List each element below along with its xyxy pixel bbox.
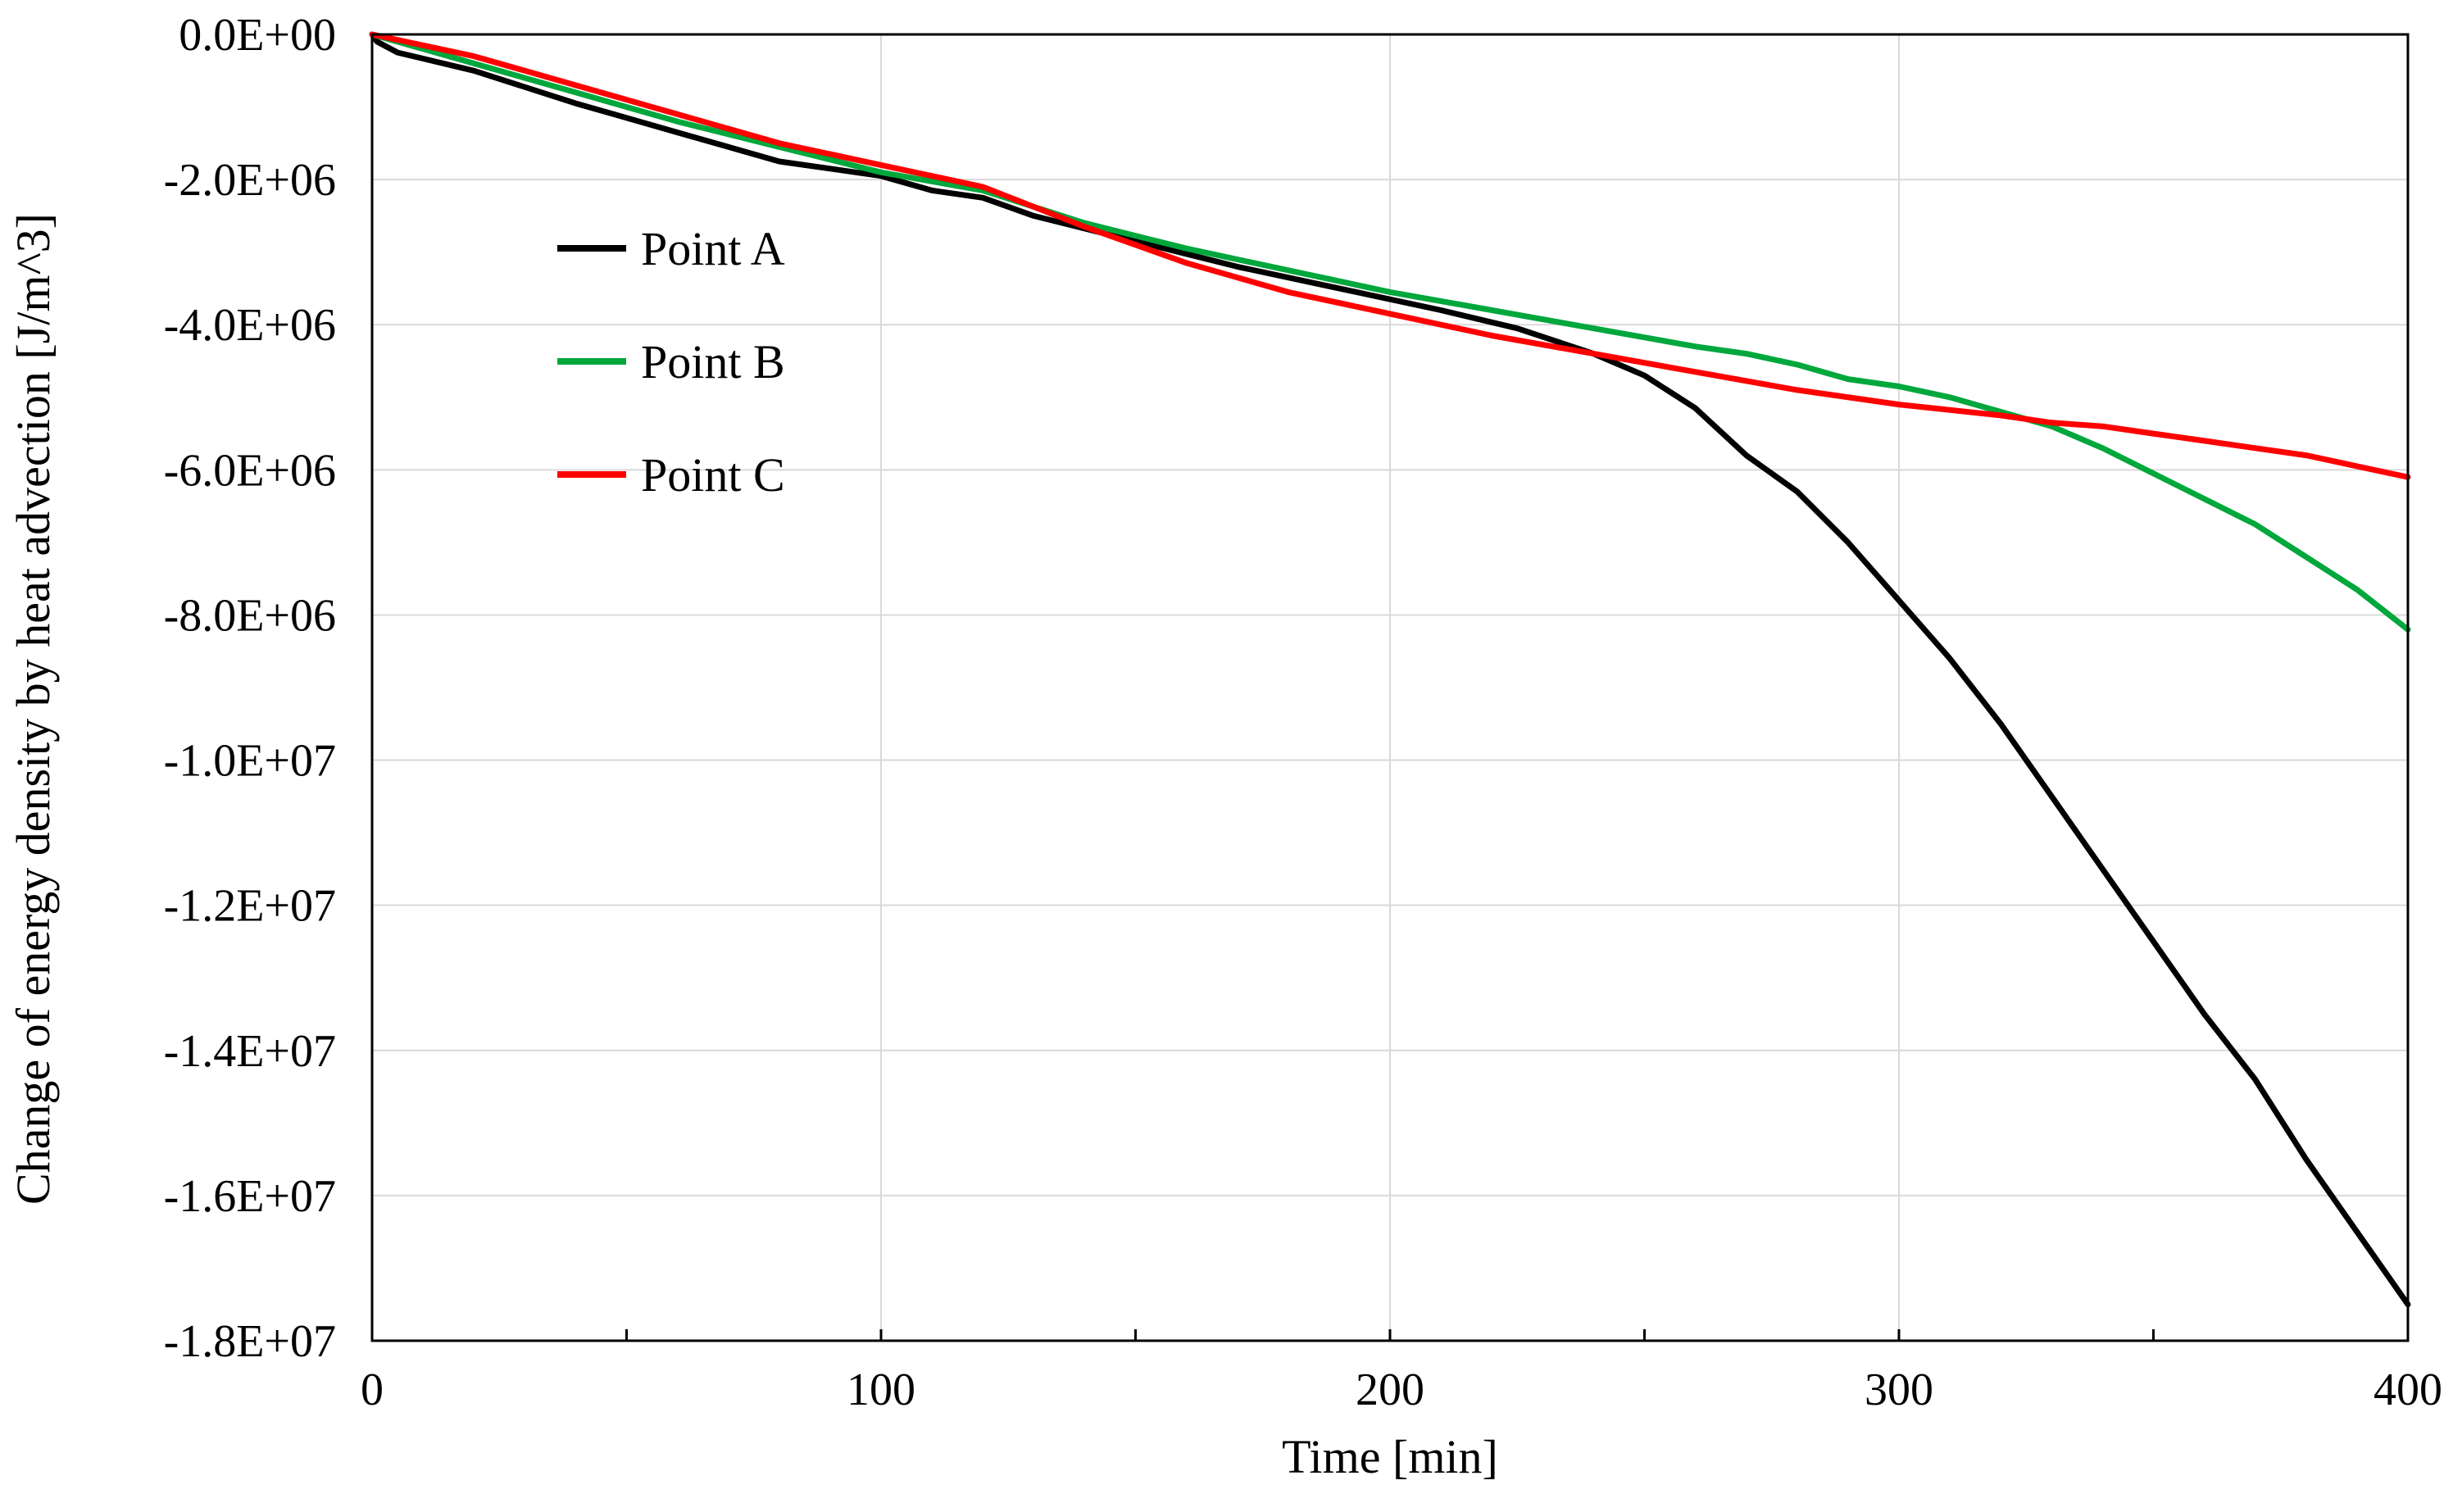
y-tick-label: -2.0E+06 — [164, 155, 336, 206]
series-line-point-b — [369, 31, 2411, 633]
y-tick-label: 0.0E+00 — [179, 10, 336, 61]
x-axis-label: Time [min] — [1282, 1430, 1498, 1483]
y-tick-label: -1.4E+07 — [164, 1026, 336, 1077]
legend-label-point-b: Point B — [641, 335, 785, 388]
y-tick-label: -4.0E+06 — [164, 300, 336, 351]
grid — [372, 34, 2408, 1341]
x-tick-label: 0 — [361, 1364, 384, 1415]
x-tick-label: 300 — [1865, 1364, 1933, 1415]
x-tick-label: 400 — [2373, 1364, 2442, 1415]
y-tick-label: -6.0E+06 — [164, 445, 336, 496]
legend-label-point-a: Point A — [641, 222, 785, 275]
x-tick-label: 100 — [847, 1364, 915, 1415]
x-tick-label: 200 — [1356, 1364, 1424, 1415]
y-tick-label: -1.0E+07 — [164, 736, 336, 787]
y-axis-label: Change of energy density by heat advecti… — [7, 213, 60, 1205]
x-axis-tick-labels: 0 100 200 300 400 — [361, 1364, 2442, 1415]
series-lines — [369, 31, 2411, 1308]
series-line-point-c — [369, 31, 2411, 480]
y-axis-tick-labels: 0.0E+00 -2.0E+06 -4.0E+06 -6.0E+06 -8.0E+06 -… — [164, 10, 336, 1367]
y-tick-label: -1.8E+07 — [164, 1316, 336, 1367]
y-tick-label: -1.6E+07 — [164, 1171, 336, 1222]
tick-marks — [370, 1329, 2410, 1341]
y-tick-label: -8.0E+06 — [164, 590, 336, 641]
legend-label-point-c: Point C — [641, 448, 785, 502]
series-line-point-a — [369, 31, 2411, 1308]
legend: Point A Point B Point C — [557, 222, 785, 502]
y-tick-label: -1.2E+07 — [164, 881, 336, 932]
